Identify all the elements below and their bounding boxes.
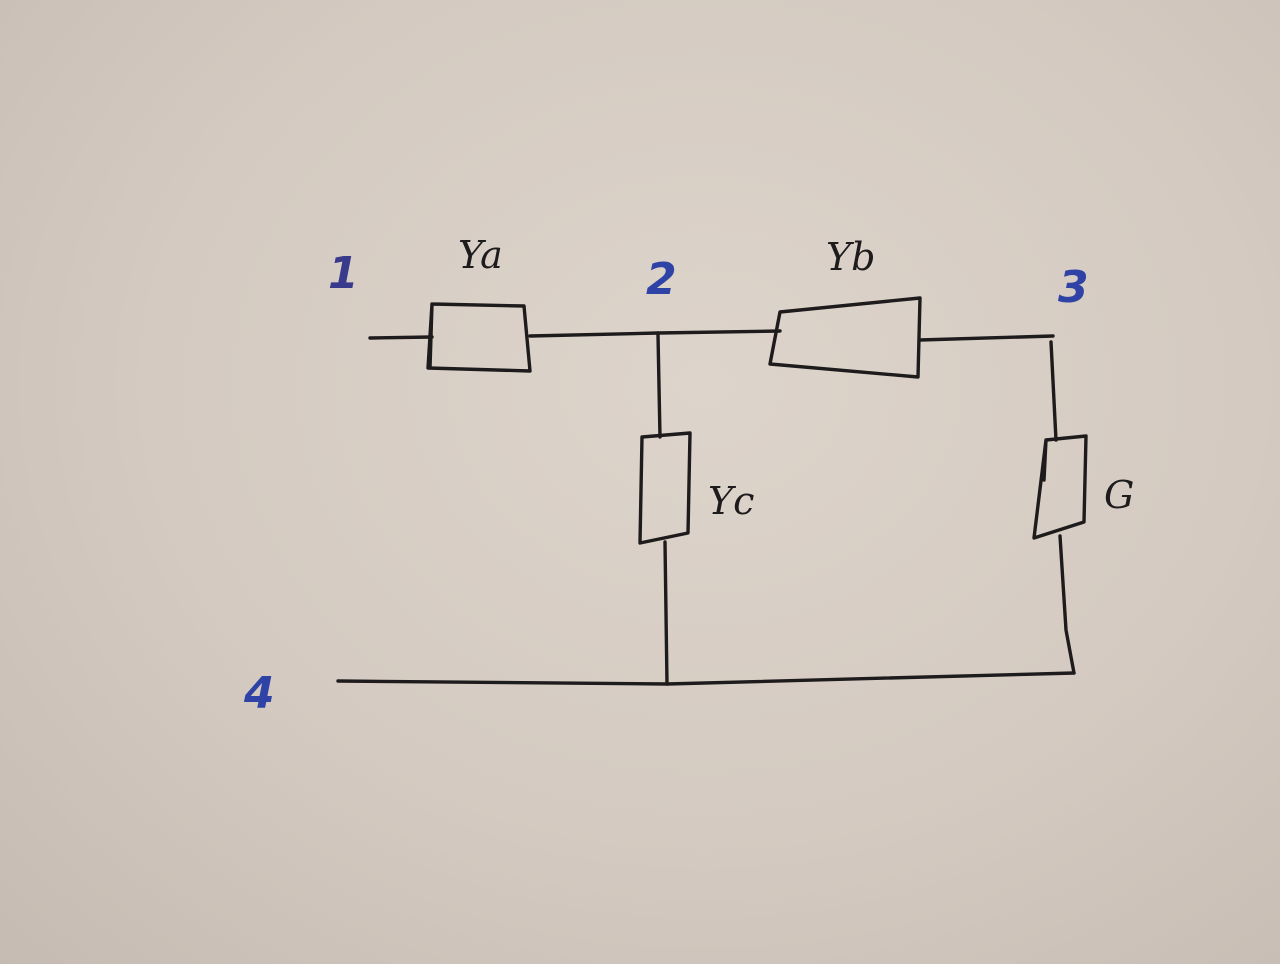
wire-yb-to-node3 [918, 334, 1055, 342]
component-g [1032, 434, 1088, 540]
wire-bottom-rail [336, 671, 1076, 686]
wire-node2-to-yb [656, 329, 782, 335]
node-label-1: 1 [328, 248, 359, 299]
component-label-yc: Yc [708, 479, 754, 523]
wire-node2-to-yc [656, 333, 662, 439]
component-label-ya: Ya [458, 233, 503, 277]
component-label-g: G [1104, 473, 1134, 517]
component-label-yb: Yb [826, 235, 875, 279]
component-yb [768, 296, 922, 379]
wire-g-to-corner [1058, 534, 1076, 675]
wire-node1-to-ya [368, 335, 434, 340]
component-yc [638, 431, 692, 545]
wire-ya-to-node2 [528, 331, 660, 338]
node-label-4: 4 [243, 668, 275, 719]
node-label-2: 2 [646, 254, 677, 305]
wire-yc-to-bottom [663, 540, 669, 686]
wire-node3-to-g [1049, 340, 1058, 442]
node-label-3: 3 [1058, 262, 1089, 313]
component-ya [426, 302, 532, 373]
